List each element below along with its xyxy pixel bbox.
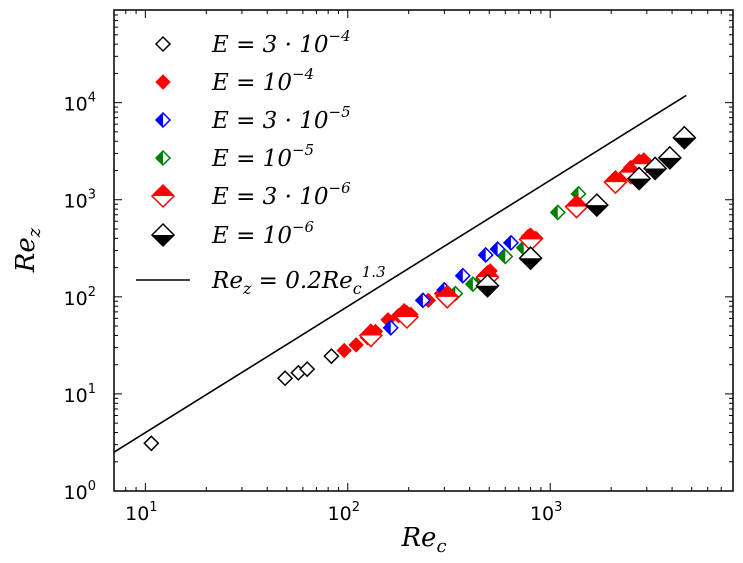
legend-fit-rhs-sub: c [353,279,362,298]
legend-fit-eq: = 0.2 [251,268,321,294]
y-tick-label: 101 [64,382,96,407]
legend-fit-lhs-sub: z [242,279,252,298]
legend-label-base: E = 3 · 10 [211,184,329,210]
y-tick-label-base: 10 [64,191,88,213]
x-axis-title-sub: c [436,536,446,557]
y-tick-label: 103 [64,188,96,213]
y-tick-label: 104 [64,91,96,116]
legend-label-exp: −5 [292,141,314,159]
legend-marker [154,149,172,167]
x-tick-label-exp: 2 [352,500,360,515]
legend-label-exp: −4 [329,27,351,45]
y-tick-label-base: 10 [64,288,88,310]
legend: E = 3 · 10−4E = 10−4E = 3 · 10−5E = 10−5… [136,27,386,298]
data-point [564,194,589,219]
data-point [394,304,419,330]
y-tick-label: 100 [64,479,96,504]
legend-label-exp: −6 [329,179,352,197]
legend-marker [150,183,176,209]
data-point [549,204,566,221]
y-tick-label-exp: 0 [88,479,96,494]
data-point [435,284,460,309]
data-point [323,348,340,365]
data-point [414,292,431,309]
x-tick-label-base: 10 [125,503,149,525]
legend-label: E = 10−4 [211,65,314,96]
y-tick-label-base: 10 [64,482,88,504]
x-tick-label: 102 [328,500,360,525]
y-tick-label-base: 10 [64,385,88,407]
y-tick-label-exp: 2 [88,285,96,300]
data-point [489,241,506,258]
y-tick-label-exp: 1 [88,382,96,397]
y-tick-label-exp: 4 [88,91,96,106]
legend-label-exp: −6 [292,218,315,236]
data-point [454,267,471,284]
data-point [475,273,500,298]
legend-fit-label: Rez = 0.2Rec1.3 [211,263,386,298]
x-tick-label-exp: 1 [149,500,157,515]
x-tick-label: 101 [125,500,157,525]
data-point [382,319,399,336]
data-point [603,170,628,195]
plot-area [113,9,734,492]
data-point [477,246,494,264]
legend-fit-rhs: Re [321,268,353,294]
data-points [143,125,697,452]
legend-label: E = 10−6 [211,218,315,249]
legend-label: E = 3 · 10−6 [211,179,351,210]
y-axis-title-base: Re [11,237,41,273]
data-point [518,227,543,252]
data-point [336,342,352,359]
fit-line-group [114,94,687,453]
legend-label-base: E = 10 [211,146,292,172]
legend-label-exp: −4 [292,65,314,83]
fit-line [114,94,687,453]
x-tick-label: 103 [530,500,562,525]
x-tick-labels: 101 102 103 [125,500,562,525]
data-point [143,435,160,452]
legend-label-base: E = 10 [211,70,292,96]
data-point [497,248,514,265]
x-tick-label-exp: 3 [554,500,562,515]
x-axis-title-base: Re [400,523,436,553]
data-point [299,361,316,378]
ticks [113,9,734,492]
legend-label-base: E = 10 [211,223,292,249]
legend-label: E = 3 · 10−5 [211,103,351,134]
legend-label: E = 3 · 10−4 [211,27,351,58]
data-point [502,234,520,251]
legend-label-exp: −5 [329,103,351,121]
legend-marker [155,74,171,90]
legend-label-base: E = 3 · 10 [211,32,329,58]
legend-marker [154,35,172,53]
legend-marker [150,222,176,248]
y-axis-title-sub: z [24,227,45,238]
legend-fit-lhs: Re [211,268,243,294]
data-point [657,145,682,170]
legend-marker [154,111,172,129]
y-tick-label-base: 10 [64,94,88,116]
y-tick-label: 102 [64,285,96,310]
data-point [643,156,668,181]
data-point [277,370,294,387]
legend-label: E = 10−5 [211,141,314,172]
legend-fit-exp: 1.3 [362,263,386,281]
y-tick-label-exp: 3 [88,188,96,203]
legend-label-base: E = 3 · 10 [211,108,329,134]
x-tick-label-base: 10 [328,503,352,525]
data-point [518,246,543,271]
data-point [672,125,697,150]
x-tick-label-base: 10 [530,503,554,525]
data-point [358,323,383,348]
data-point [584,193,609,218]
y-axis-title: Rez [11,227,45,273]
data-point [627,166,652,191]
data-point [348,337,364,353]
x-axis-title: Rec [400,523,446,557]
